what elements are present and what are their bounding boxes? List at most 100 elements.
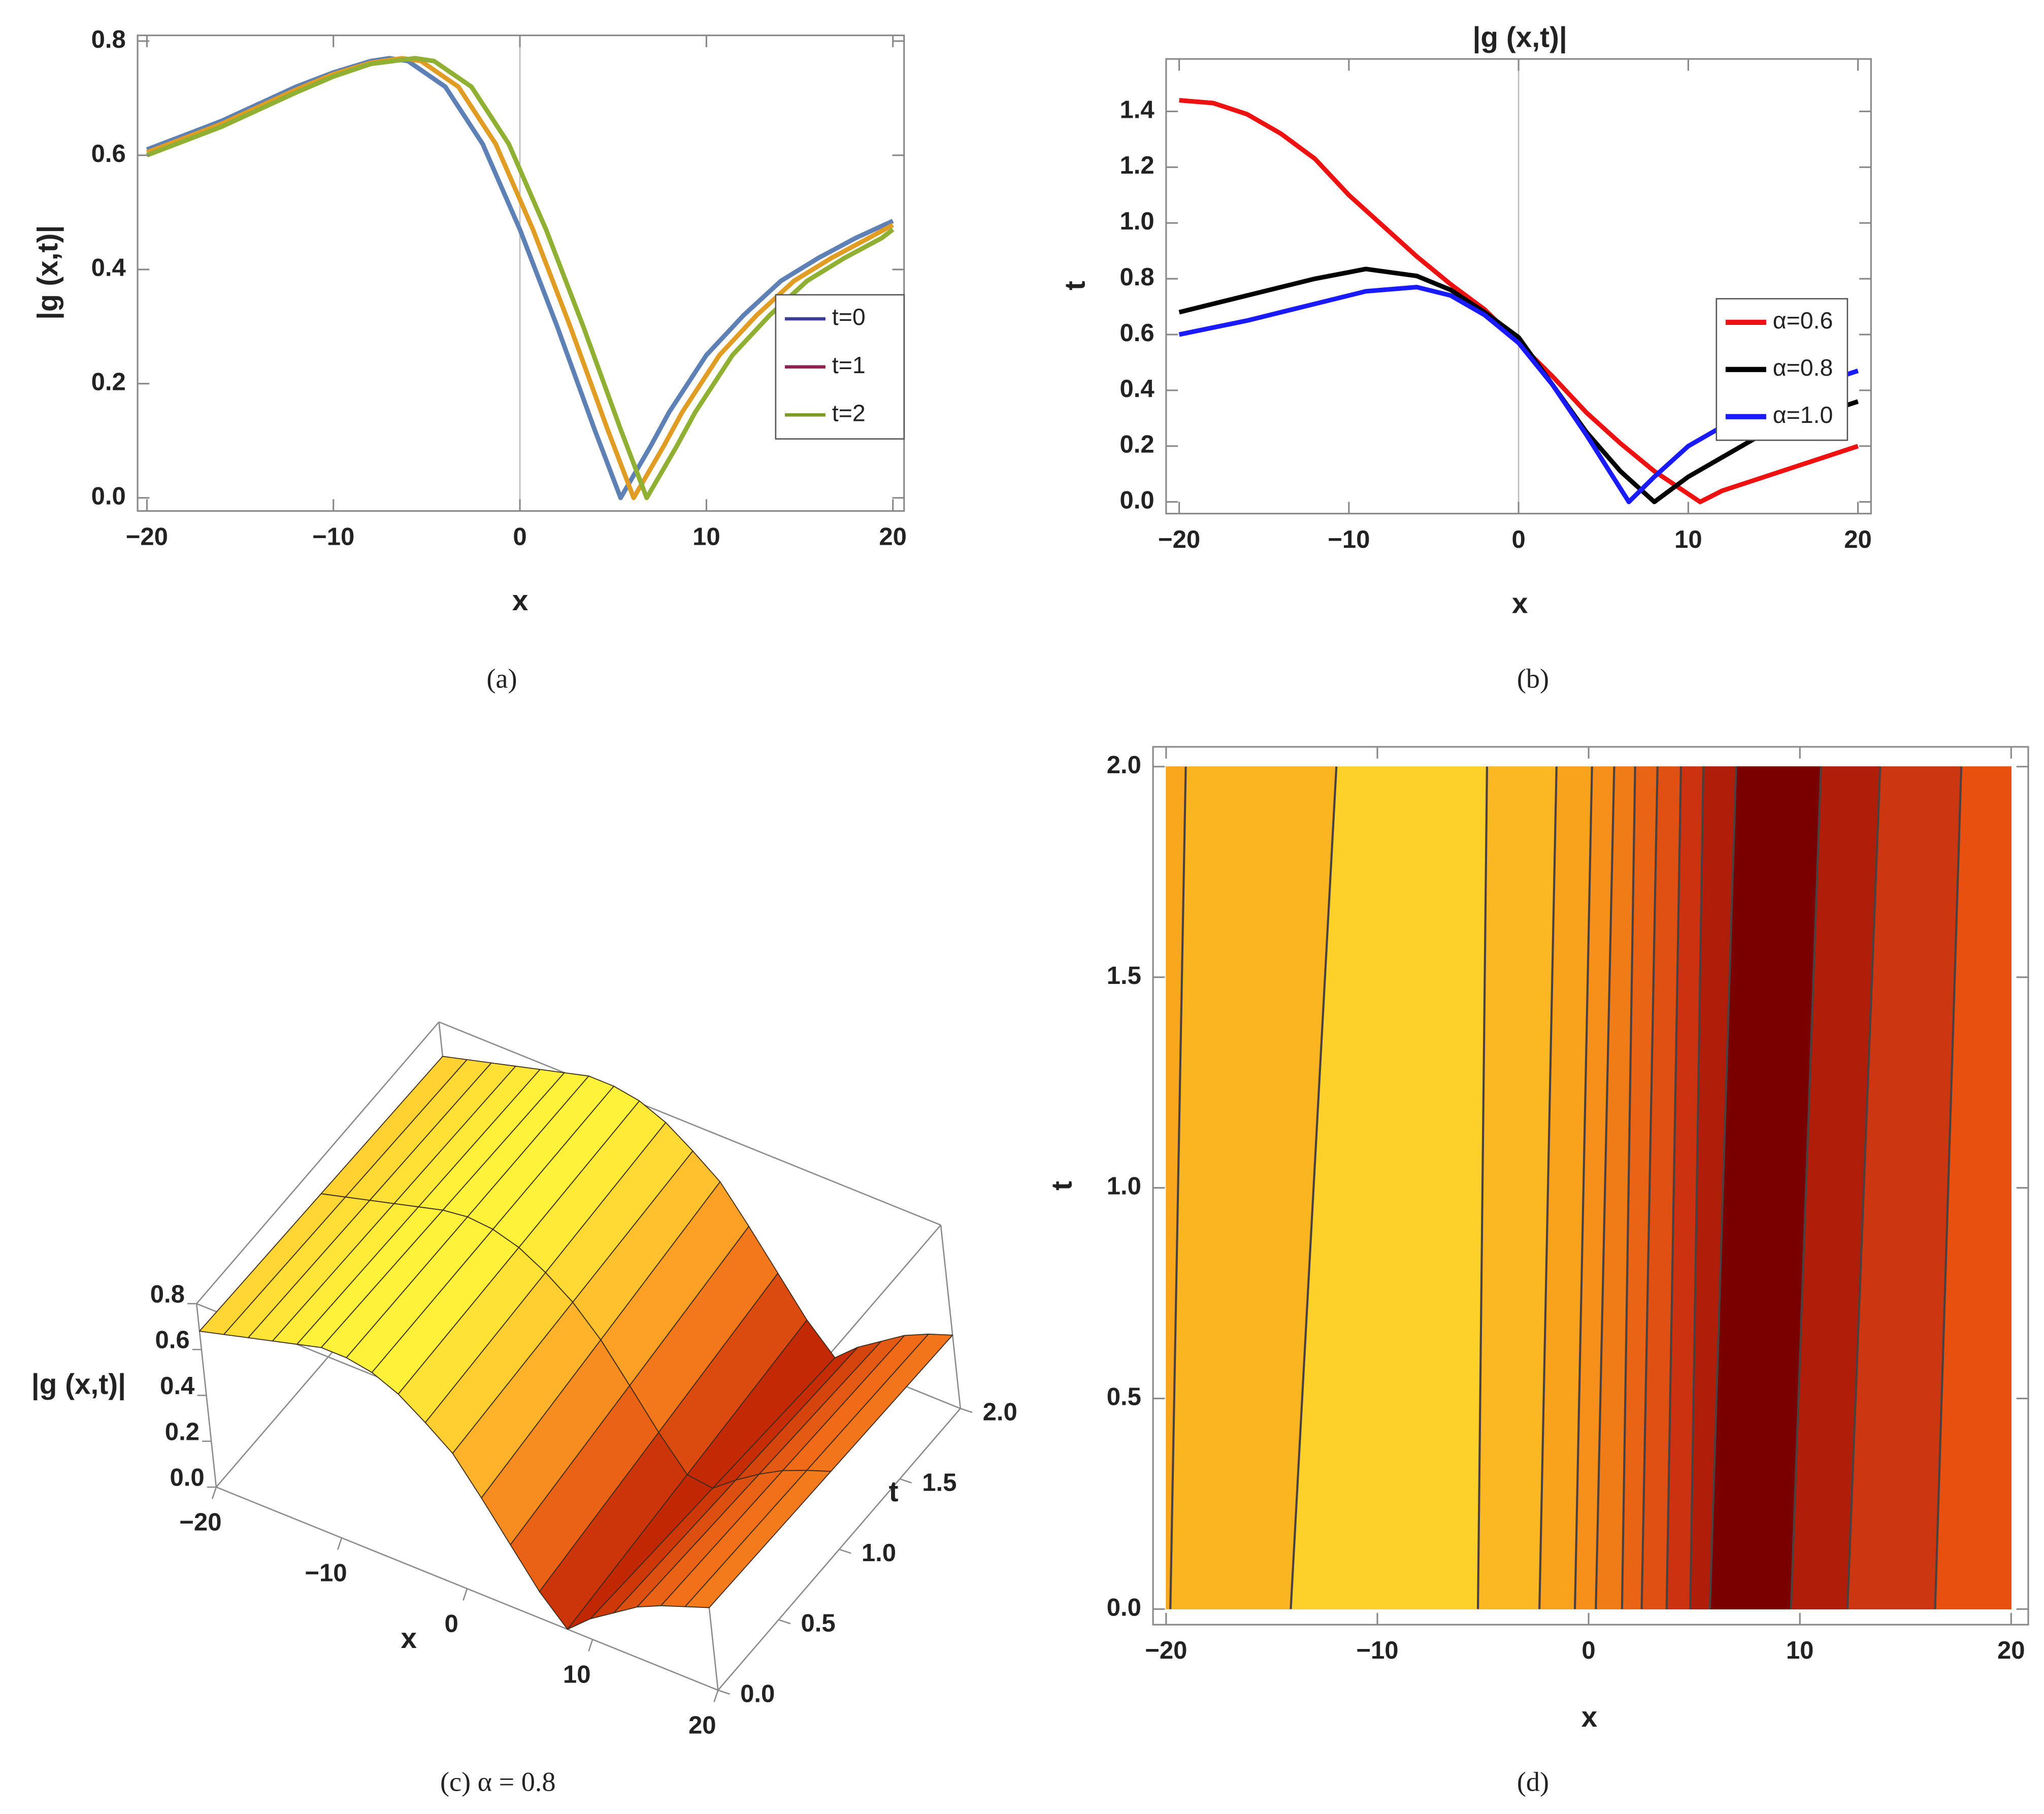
x-tick-label: 20 (1997, 1637, 2025, 1664)
contour-line (1689, 766, 1705, 1609)
x-tick-label: 20 (879, 523, 907, 551)
x-tick-label: 0 (513, 523, 526, 551)
x-tick-label: 10 (1674, 526, 1702, 553)
x-axis-label: x (512, 585, 529, 617)
surface-patch (684, 1470, 832, 1608)
legend-label: α=1.0 (1773, 402, 1833, 428)
y-tick-label: 0.5 (801, 1610, 836, 1637)
contour-line (1290, 766, 1338, 1609)
z-tick-label: 0.2 (165, 1418, 200, 1445)
x-tick (337, 1537, 343, 1550)
x-tick-label: 0 (1581, 1637, 1595, 1664)
y-tick-label: 0.0 (1120, 487, 1155, 514)
legend-label: t=2 (832, 400, 866, 426)
y-tick-label: 1.5 (1107, 962, 1141, 990)
x-tick (713, 1690, 719, 1702)
y-tick-label: 1.5 (922, 1469, 957, 1496)
box-edge (196, 1021, 440, 1304)
contour-line (1640, 766, 1659, 1609)
x-tick-label: 20 (688, 1711, 716, 1739)
y-tick-label: 2.0 (1107, 751, 1141, 779)
contour-line (1846, 766, 1882, 1609)
x-axis-label: x (1512, 587, 1528, 619)
y-tick-label: 0.5 (1107, 1383, 1141, 1410)
caption: (a) (486, 663, 517, 694)
x-tick-label: −10 (312, 523, 354, 551)
z-tick-label: 0.6 (155, 1327, 189, 1354)
chart-title: |g (x,t)| (1473, 21, 1567, 53)
x-tick (588, 1639, 594, 1652)
box-edge (940, 1225, 961, 1409)
y-tick-label: 0.0 (91, 483, 126, 510)
x-tick-label: 10 (1786, 1637, 1814, 1664)
box-edge (439, 1021, 941, 1226)
x-tick-label: −20 (1158, 526, 1200, 553)
y-tick-label: 1.4 (1120, 96, 1155, 123)
x-tick-label: −20 (179, 1508, 221, 1536)
y-tick (778, 1619, 791, 1625)
z-axis-label: |g (x,t)| (31, 1368, 126, 1400)
y-axis-label: t (889, 1476, 899, 1508)
y-tick-label: 0.0 (1107, 1594, 1141, 1621)
y-tick-label: 1.0 (862, 1539, 896, 1567)
y-tick-label: 0.8 (91, 26, 126, 53)
y-tick-label: 2.0 (983, 1399, 1017, 1426)
z-tick-label: 0.4 (160, 1372, 194, 1400)
y-tick-label: 0.8 (1120, 263, 1155, 291)
x-tick (211, 1487, 217, 1499)
x-tick-label: −10 (1356, 1637, 1398, 1664)
y-tick-label: 0.6 (1120, 319, 1155, 347)
x-axis-label: x (1581, 1701, 1598, 1733)
x-tick-label: −10 (305, 1559, 347, 1587)
x-tick-label: 0 (1511, 526, 1525, 553)
plot-frame (137, 35, 905, 512)
y-tick (717, 1689, 730, 1695)
x-tick-label: 10 (563, 1661, 591, 1688)
legend-label: t=1 (832, 352, 866, 378)
z-tick-label: 0.8 (150, 1280, 185, 1308)
y-tick (899, 1478, 912, 1483)
y-tick-label: 0.4 (1120, 375, 1155, 403)
y-tick (839, 1548, 851, 1554)
contour-line (1621, 766, 1636, 1609)
y-tick-label: 1.0 (1120, 208, 1155, 235)
x-axis-label: x (401, 1623, 417, 1655)
y-tick-label: 1.2 (1120, 152, 1155, 179)
legend-label: t=0 (832, 304, 866, 330)
legend-label: α=0.6 (1773, 307, 1833, 334)
caption: (d) (1517, 1766, 1549, 1797)
contour-line (1573, 766, 1593, 1609)
contour-line (1476, 766, 1488, 1609)
caption: (b) (1517, 663, 1549, 694)
y-tick (960, 1408, 973, 1413)
y-tick-label: 0.6 (91, 140, 126, 168)
contour-line (1595, 766, 1616, 1609)
y-axis-label: t (1046, 1181, 1078, 1191)
y-axis-label: |g (x,t)| (32, 225, 64, 320)
contour-line (1790, 766, 1822, 1609)
y-tick-label: 1.0 (1107, 1173, 1141, 1200)
legend-label: α=0.8 (1773, 354, 1833, 381)
x-tick-label: −20 (1145, 1637, 1187, 1664)
y-tick-label: 0.2 (91, 369, 126, 396)
y-tick-label: 0.4 (91, 254, 126, 282)
series-line (146, 56, 895, 501)
contour-line (1665, 766, 1682, 1609)
x-tick-label: 10 (693, 523, 720, 551)
x-tick (463, 1588, 468, 1601)
contour-line (1538, 766, 1558, 1609)
z-tick-label: 0.0 (170, 1464, 204, 1492)
caption: (c) α = 0.8 (440, 1766, 555, 1797)
x-tick-label: 0 (444, 1610, 458, 1637)
contour-line (1169, 766, 1187, 1609)
plot-frame (1152, 746, 2029, 1626)
contour-line (1934, 766, 1963, 1609)
y-axis-label: t (1059, 281, 1091, 290)
y-tick-label: 0.2 (1120, 431, 1155, 458)
x-tick-label: −10 (1328, 526, 1370, 553)
x-tick-label: 20 (1844, 526, 1872, 553)
contour-line (1708, 766, 1737, 1609)
y-tick-label: 0.0 (740, 1680, 775, 1707)
